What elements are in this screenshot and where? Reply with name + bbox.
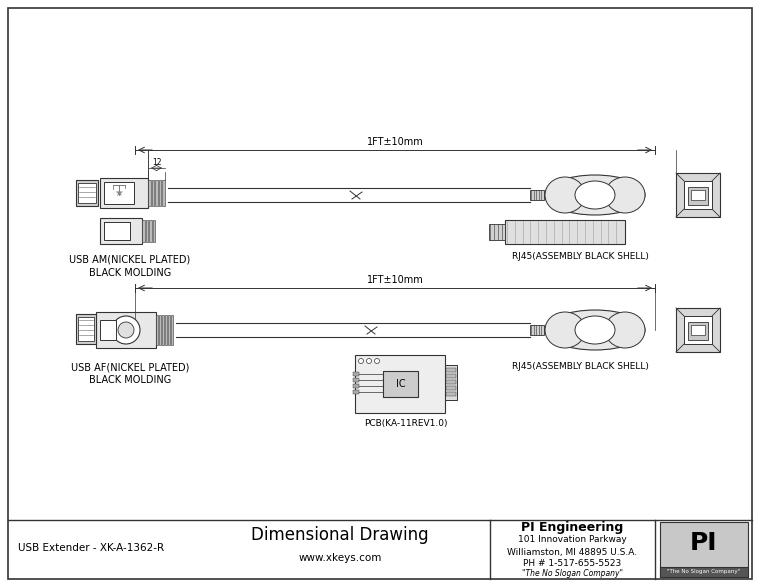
Bar xyxy=(162,180,164,206)
Bar xyxy=(100,218,142,244)
Bar xyxy=(530,325,544,335)
Bar xyxy=(145,220,148,242)
Bar xyxy=(691,325,705,335)
Ellipse shape xyxy=(545,310,645,350)
Bar xyxy=(445,365,457,400)
Bar xyxy=(162,315,164,345)
Circle shape xyxy=(366,359,372,363)
Bar xyxy=(383,371,418,397)
Bar xyxy=(100,320,116,340)
Circle shape xyxy=(375,359,379,363)
Ellipse shape xyxy=(575,316,615,344)
Bar xyxy=(149,220,151,242)
Bar xyxy=(446,380,456,384)
Bar xyxy=(104,222,130,240)
Bar xyxy=(151,180,154,206)
Bar xyxy=(171,315,173,345)
Bar xyxy=(153,220,155,242)
Bar xyxy=(505,220,625,244)
Ellipse shape xyxy=(545,312,585,348)
Bar xyxy=(530,190,544,200)
Bar xyxy=(446,368,456,372)
Bar xyxy=(142,220,144,242)
Text: PI: PI xyxy=(690,531,717,555)
Bar xyxy=(688,187,708,205)
Ellipse shape xyxy=(605,177,645,213)
Bar xyxy=(446,374,456,378)
Bar xyxy=(353,384,359,388)
Text: USB AM(NICKEL PLATED)
BLACK MOLDING: USB AM(NICKEL PLATED) BLACK MOLDING xyxy=(69,255,191,278)
Bar xyxy=(688,322,708,340)
Bar xyxy=(660,567,748,577)
Circle shape xyxy=(359,359,363,363)
Text: PCB(KA-11REV1.0): PCB(KA-11REV1.0) xyxy=(364,419,448,428)
Bar xyxy=(165,315,167,345)
Bar xyxy=(104,182,134,204)
Text: RJ45(ASSEMBLY BLACK SHELL): RJ45(ASSEMBLY BLACK SHELL) xyxy=(511,362,648,371)
Text: "The No Slogan Company": "The No Slogan Company" xyxy=(521,569,622,579)
Bar xyxy=(353,390,359,394)
Circle shape xyxy=(118,322,134,338)
Bar xyxy=(489,224,505,240)
Text: Dimensional Drawing: Dimensional Drawing xyxy=(252,526,429,544)
Bar xyxy=(155,180,157,206)
Bar xyxy=(446,392,456,396)
Text: 12: 12 xyxy=(152,158,161,167)
Text: USB AF(NICKEL PLATED)
BLACK MOLDING: USB AF(NICKEL PLATED) BLACK MOLDING xyxy=(71,362,189,385)
Bar xyxy=(159,315,161,345)
Bar xyxy=(159,180,161,206)
Bar xyxy=(78,317,94,341)
Text: www.xkeys.com: www.xkeys.com xyxy=(299,553,382,563)
Bar xyxy=(76,180,98,206)
Bar xyxy=(446,386,456,390)
Circle shape xyxy=(112,316,140,344)
Bar xyxy=(684,181,712,209)
Bar xyxy=(100,178,148,208)
Text: RJ45(ASSEMBLY BLACK SHELL): RJ45(ASSEMBLY BLACK SHELL) xyxy=(511,252,648,261)
Text: PH # 1-517-655-5523: PH # 1-517-655-5523 xyxy=(523,558,621,568)
Text: IC: IC xyxy=(396,379,405,389)
Ellipse shape xyxy=(575,181,615,209)
Bar xyxy=(353,372,359,376)
Bar xyxy=(353,378,359,382)
Ellipse shape xyxy=(605,312,645,348)
Bar xyxy=(684,316,712,344)
Bar xyxy=(168,315,170,345)
Text: ★: ★ xyxy=(115,188,123,198)
Text: 1FT±10mm: 1FT±10mm xyxy=(366,137,423,147)
Ellipse shape xyxy=(545,175,645,215)
Bar xyxy=(96,312,156,348)
Bar xyxy=(78,183,96,203)
Text: Williamston, MI 48895 U.S.A.: Williamston, MI 48895 U.S.A. xyxy=(507,548,637,556)
Ellipse shape xyxy=(545,177,585,213)
Text: PI Engineering: PI Engineering xyxy=(521,521,623,534)
Bar xyxy=(660,522,748,577)
Text: 101 Innovation Parkway: 101 Innovation Parkway xyxy=(518,535,626,545)
Bar xyxy=(148,180,150,206)
Bar xyxy=(676,173,720,217)
Text: 1FT±10mm: 1FT±10mm xyxy=(366,275,423,285)
Bar xyxy=(355,355,445,413)
Text: USB Extender - XK-A-1362-R: USB Extender - XK-A-1362-R xyxy=(18,543,164,553)
Bar xyxy=(691,190,705,200)
Bar xyxy=(676,308,720,352)
Bar xyxy=(156,315,158,345)
Bar xyxy=(76,314,96,344)
Text: "The No Slogan Company": "The No Slogan Company" xyxy=(667,569,740,575)
